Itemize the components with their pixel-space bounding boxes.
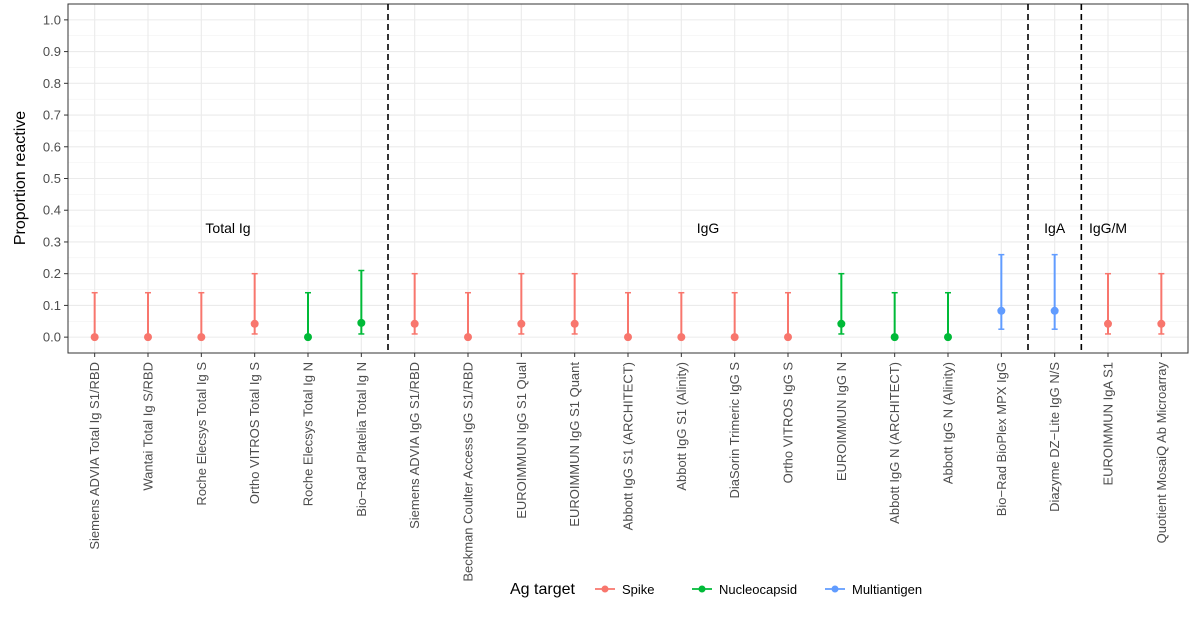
x-tick-label: Wantai Total Ig S/RBD [141, 362, 156, 491]
data-point [1104, 319, 1112, 328]
y-tick-label: 1.0 [43, 12, 61, 27]
x-tick-label: Diazyme DZ−Lite IgG N/S [1047, 362, 1062, 512]
y-tick-label: 0.5 [43, 171, 61, 186]
x-tick-label: Bio−Rad BioPlex MPX IgG [994, 362, 1009, 516]
data-point [730, 333, 739, 342]
data-point [357, 318, 366, 327]
x-tick-label: Abbott IgG N (Alinity) [941, 362, 956, 484]
data-point [997, 306, 1006, 315]
data-point [837, 319, 846, 328]
x-tick-label: Roche Elecsys Total Ig N [301, 362, 316, 506]
x-tick-label: Siemens ADVIA IgG S1/RBD [407, 362, 422, 529]
group-label: Total Ig [205, 220, 250, 236]
legend-item: Multiantigen [825, 582, 922, 597]
legend-items: Spike Nucleocapsid Multiantigen [595, 582, 922, 597]
y-tick-label: 0.2 [43, 266, 61, 281]
y-tick-label: 0.1 [43, 298, 61, 313]
data-point [944, 333, 952, 342]
y-tick-label: 0.9 [43, 44, 61, 59]
group-label: IgG/M [1089, 220, 1127, 236]
error-bars [91, 253, 1165, 338]
y-tick-label: 0.7 [43, 108, 61, 123]
x-tick-label: Abbott IgG S1 (Alinity) [674, 362, 689, 491]
data-point [890, 333, 899, 342]
legend-key-point [601, 585, 609, 593]
x-tick-label: Abbott IgG N (ARCHITECT) [887, 362, 902, 524]
x-tick-label: Siemens ADVIA Total Ig S1/RBD [87, 362, 102, 550]
y-axis-label: Proportion reactive [12, 111, 29, 245]
data-point [410, 319, 419, 328]
y-axis-ticks: 0.0 0.1 0.2 0.3 0.4 0.5 0.6 0.7 0.8 0.9 1.0 [43, 12, 68, 345]
data-point [517, 319, 526, 328]
legend-key-point [698, 585, 706, 593]
data-points [90, 306, 1166, 342]
data-point [90, 333, 99, 342]
x-tick-label: Beckman Coulter Access IgG S1/RBD [461, 362, 476, 582]
legend-label: Spike [622, 582, 655, 597]
legend-item: Spike [595, 582, 655, 597]
legend-item: Nucleocapsid [692, 582, 797, 597]
y-tick-label: 0.8 [43, 76, 61, 91]
y-tick-label: 0.3 [43, 234, 61, 249]
legend: Ag target Spike Nucleocapsid Multiantigen [510, 581, 922, 598]
legend-key-point [831, 585, 839, 593]
data-point [784, 333, 792, 342]
y-tick-label: 0.0 [43, 330, 61, 345]
x-tick-label: Abbott IgG S1 (ARCHITECT) [621, 362, 636, 530]
data-point [197, 333, 206, 342]
data-point [464, 333, 472, 342]
data-point [144, 333, 152, 342]
x-tick-label: EUROIMMUN IgA S1 [1101, 362, 1116, 486]
data-point [304, 333, 312, 342]
data-point [250, 319, 259, 328]
x-tick-label: DiaSorin Trimeric IgG S [727, 362, 742, 499]
x-tick-label: EUROIMMUN IgG S1 Quant [567, 362, 582, 527]
group-separators [387, 4, 1083, 353]
legend-label: Multiantigen [852, 582, 922, 597]
legend-label: Nucleocapsid [719, 582, 797, 597]
x-tick-label: Roche Elecsys Total Ig S [194, 362, 209, 506]
x-tick-label: Bio−Rad Platelia Total Ig N [354, 362, 369, 517]
y-tick-label: 0.6 [43, 139, 61, 154]
x-tick-label: Ortho VITROS Total Ig S [247, 362, 262, 504]
data-point [1050, 306, 1059, 315]
group-label: IgA [1044, 220, 1066, 236]
data-point [624, 333, 632, 342]
x-axis-ticks: Siemens ADVIA Total Ig S1/RBD Wantai Tota… [87, 353, 1169, 582]
group-labels: Total Ig IgG IgA IgG/M [205, 220, 1127, 236]
group-label: IgG [697, 220, 720, 236]
x-tick-label: EUROIMMUN IgG N [834, 362, 849, 481]
data-point [1157, 319, 1166, 328]
data-point [570, 319, 579, 328]
y-tick-label: 0.4 [43, 203, 61, 218]
x-tick-label: Ortho VITROS IgG S [781, 362, 796, 484]
legend-title: Ag target [510, 581, 575, 598]
x-tick-label: Quotient MosaiQ Ab Microarray [1154, 362, 1169, 544]
x-tick-label: EUROIMMUN IgG S1 Qual [514, 362, 529, 519]
data-point [677, 333, 686, 342]
